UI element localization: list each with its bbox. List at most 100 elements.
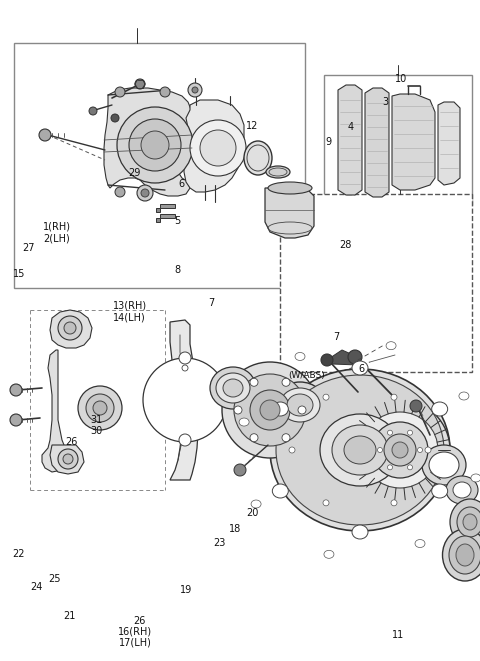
Polygon shape — [338, 85, 362, 195]
Ellipse shape — [272, 484, 288, 498]
Text: 5: 5 — [174, 216, 181, 227]
Ellipse shape — [280, 388, 320, 422]
Ellipse shape — [239, 418, 249, 426]
Circle shape — [58, 449, 78, 469]
Circle shape — [250, 434, 258, 442]
Circle shape — [372, 422, 428, 478]
Text: 11: 11 — [392, 629, 405, 640]
Text: 4: 4 — [348, 122, 353, 132]
Polygon shape — [265, 188, 314, 238]
Circle shape — [115, 87, 125, 97]
Circle shape — [111, 114, 119, 122]
Ellipse shape — [449, 536, 480, 574]
Text: 24: 24 — [30, 582, 42, 592]
Polygon shape — [160, 204, 175, 208]
Circle shape — [391, 500, 397, 506]
Ellipse shape — [456, 544, 474, 566]
Polygon shape — [438, 102, 460, 185]
Ellipse shape — [287, 394, 313, 416]
Ellipse shape — [251, 500, 261, 508]
Polygon shape — [104, 88, 192, 196]
Circle shape — [408, 430, 412, 435]
Ellipse shape — [344, 436, 376, 464]
Polygon shape — [160, 214, 175, 218]
Circle shape — [387, 465, 393, 470]
Circle shape — [250, 390, 290, 430]
Ellipse shape — [415, 539, 425, 547]
Text: 1(RH)
2(LH): 1(RH) 2(LH) — [43, 221, 71, 243]
Ellipse shape — [266, 166, 290, 178]
Text: 3: 3 — [382, 97, 388, 108]
Text: 15: 15 — [13, 269, 25, 280]
Text: 31: 31 — [90, 414, 102, 425]
Circle shape — [117, 107, 193, 183]
Ellipse shape — [320, 414, 400, 486]
Text: 10: 10 — [395, 74, 407, 85]
Text: 19: 19 — [180, 584, 192, 595]
Circle shape — [188, 83, 202, 97]
Circle shape — [387, 430, 393, 435]
Circle shape — [323, 394, 329, 400]
Circle shape — [135, 79, 145, 89]
Text: 28: 28 — [339, 239, 352, 250]
Circle shape — [392, 442, 408, 458]
Text: 26: 26 — [65, 436, 77, 447]
Ellipse shape — [450, 499, 480, 545]
Text: 6: 6 — [179, 178, 184, 189]
Circle shape — [143, 358, 227, 442]
Circle shape — [58, 316, 82, 340]
Text: 7: 7 — [208, 297, 215, 308]
Circle shape — [408, 465, 412, 470]
Text: 23: 23 — [214, 538, 226, 549]
Ellipse shape — [457, 507, 480, 537]
Circle shape — [182, 365, 188, 371]
Circle shape — [348, 350, 362, 364]
Text: 6: 6 — [358, 364, 364, 374]
Ellipse shape — [295, 352, 305, 360]
Polygon shape — [170, 320, 198, 480]
Circle shape — [384, 434, 416, 466]
Circle shape — [129, 119, 181, 171]
Circle shape — [250, 378, 258, 386]
Circle shape — [78, 386, 122, 430]
Circle shape — [137, 185, 153, 201]
Circle shape — [234, 406, 242, 414]
Text: 29: 29 — [128, 168, 141, 178]
Text: 21: 21 — [63, 611, 76, 621]
Circle shape — [298, 406, 306, 414]
Ellipse shape — [463, 514, 477, 530]
Circle shape — [222, 362, 318, 458]
Circle shape — [260, 400, 280, 420]
Ellipse shape — [332, 425, 388, 475]
Circle shape — [200, 130, 236, 166]
Polygon shape — [392, 94, 435, 190]
Circle shape — [234, 374, 306, 446]
Circle shape — [289, 447, 295, 453]
Polygon shape — [50, 310, 92, 348]
Circle shape — [362, 412, 438, 488]
Circle shape — [64, 322, 76, 334]
Circle shape — [192, 87, 198, 93]
Bar — [14, 43, 305, 288]
Ellipse shape — [216, 373, 250, 403]
Polygon shape — [156, 218, 160, 222]
Circle shape — [282, 378, 290, 386]
Ellipse shape — [274, 382, 326, 428]
Circle shape — [418, 447, 422, 453]
Ellipse shape — [270, 369, 450, 531]
Circle shape — [282, 434, 290, 442]
Text: 9: 9 — [326, 137, 332, 147]
Bar — [280, 194, 472, 372]
Ellipse shape — [268, 182, 312, 194]
Circle shape — [377, 447, 383, 453]
Polygon shape — [365, 88, 389, 197]
Circle shape — [89, 107, 97, 115]
Ellipse shape — [432, 484, 448, 498]
Circle shape — [115, 187, 125, 197]
Ellipse shape — [432, 402, 448, 416]
Circle shape — [321, 354, 333, 366]
Text: (W/ABS): (W/ABS) — [288, 371, 325, 380]
Ellipse shape — [244, 141, 272, 175]
Ellipse shape — [443, 529, 480, 581]
Polygon shape — [42, 350, 68, 472]
